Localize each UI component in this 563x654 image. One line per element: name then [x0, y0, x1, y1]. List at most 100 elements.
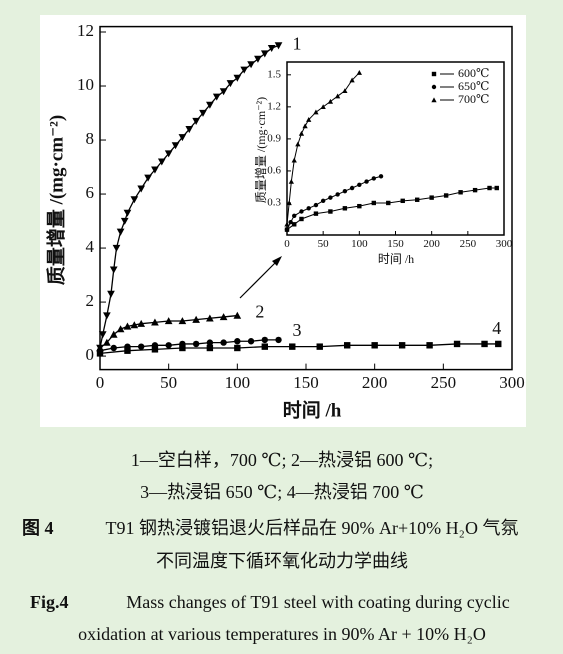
- arrow: [239, 259, 279, 299]
- marker: [458, 190, 463, 195]
- marker: [371, 176, 376, 181]
- y-tick-label: 0: [86, 345, 95, 364]
- x-tick-label: 150: [293, 373, 319, 392]
- series-label: 4: [492, 318, 501, 338]
- y-tick-label: 4: [86, 237, 95, 256]
- marker: [313, 211, 319, 216]
- marker: [295, 141, 301, 147]
- marker: [487, 185, 492, 191]
- marker: [398, 342, 406, 349]
- marker: [233, 74, 242, 82]
- marker: [206, 339, 214, 346]
- marker: [192, 340, 200, 348]
- inset-x-title: 时间 /h: [378, 252, 414, 266]
- caption-legend: 3—热浸铝 650 ℃; 4—热浸铝 700 ℃: [140, 482, 424, 502]
- marker: [313, 109, 319, 115]
- marker: [494, 185, 499, 191]
- y-tick-label: 10: [77, 75, 94, 94]
- marker: [267, 45, 276, 53]
- marker: [316, 343, 323, 350]
- marker: [151, 318, 159, 326]
- marker: [400, 198, 405, 204]
- legend-marker: [431, 97, 437, 103]
- marker: [472, 187, 478, 193]
- x-tick-label: 300: [499, 373, 525, 392]
- marker: [120, 217, 129, 225]
- marker: [192, 315, 200, 323]
- y-tick-label: 1.2: [267, 100, 281, 112]
- marker: [306, 117, 312, 122]
- marker: [302, 123, 308, 129]
- marker: [124, 347, 131, 354]
- x-tick-label: 150: [387, 238, 404, 250]
- marker: [247, 338, 255, 345]
- marker: [116, 325, 125, 333]
- marker: [306, 206, 311, 211]
- marker: [261, 336, 268, 344]
- marker: [234, 338, 241, 345]
- marker: [328, 195, 333, 200]
- marker: [299, 209, 304, 214]
- marker: [481, 340, 488, 348]
- y-tick-label: 12: [77, 21, 94, 40]
- marker: [261, 343, 268, 350]
- marker: [274, 42, 283, 50]
- marker: [443, 193, 449, 198]
- marker: [342, 206, 348, 211]
- y-tick-label: 0.9: [267, 132, 281, 144]
- marker: [151, 166, 159, 174]
- marker: [357, 182, 362, 188]
- marker: [286, 200, 292, 206]
- marker: [144, 174, 152, 182]
- marker: [344, 342, 351, 349]
- marker: [103, 312, 111, 320]
- marker: [334, 93, 341, 99]
- marker: [357, 203, 362, 209]
- marker: [284, 221, 290, 227]
- marker: [107, 290, 115, 298]
- marker: [275, 336, 282, 344]
- y-tick-label: 1.5: [267, 68, 281, 80]
- series-label: 1: [293, 34, 302, 54]
- x-tick-label: 50: [318, 238, 330, 250]
- marker: [364, 179, 369, 184]
- marker: [109, 266, 118, 274]
- marker: [320, 104, 326, 110]
- marker: [254, 55, 262, 63]
- series-line: [99, 343, 499, 355]
- marker: [137, 319, 146, 327]
- legend-label: 600℃: [458, 66, 489, 80]
- marker: [96, 350, 104, 357]
- x-tick-label: 0: [284, 238, 290, 250]
- marker: [116, 228, 125, 236]
- plot-background: [40, 15, 526, 427]
- y-tick-label: 8: [86, 129, 95, 148]
- y-tick-label: 6: [86, 183, 95, 202]
- marker: [206, 101, 214, 109]
- marker: [138, 343, 145, 350]
- series-label: 3: [293, 320, 302, 340]
- arrow-head: [272, 256, 282, 266]
- x-tick-label: 100: [351, 238, 368, 250]
- y-tick-label: 0.3: [267, 196, 281, 208]
- marker: [426, 342, 433, 349]
- y-axis-title: 质量增量 /(mg·cm⁻²): [44, 115, 67, 285]
- series-label: 2: [255, 302, 264, 322]
- marker: [342, 189, 348, 194]
- marker: [199, 109, 207, 117]
- x-tick-label: 50: [160, 373, 177, 392]
- marker: [164, 150, 173, 158]
- marker: [284, 227, 290, 232]
- x-tick-label: 100: [225, 373, 251, 392]
- marker: [234, 344, 241, 352]
- marker: [178, 317, 187, 325]
- y-tick-label: 0.6: [267, 164, 281, 176]
- marker: [453, 340, 461, 348]
- marker: [123, 322, 132, 330]
- marker: [371, 342, 378, 349]
- marker: [299, 216, 304, 222]
- caption-title: T91 钢热浸镀铝退火后样品在 90% Ar+10% H₂O 气氛: [106, 518, 519, 538]
- marker: [292, 213, 297, 218]
- marker: [219, 313, 228, 321]
